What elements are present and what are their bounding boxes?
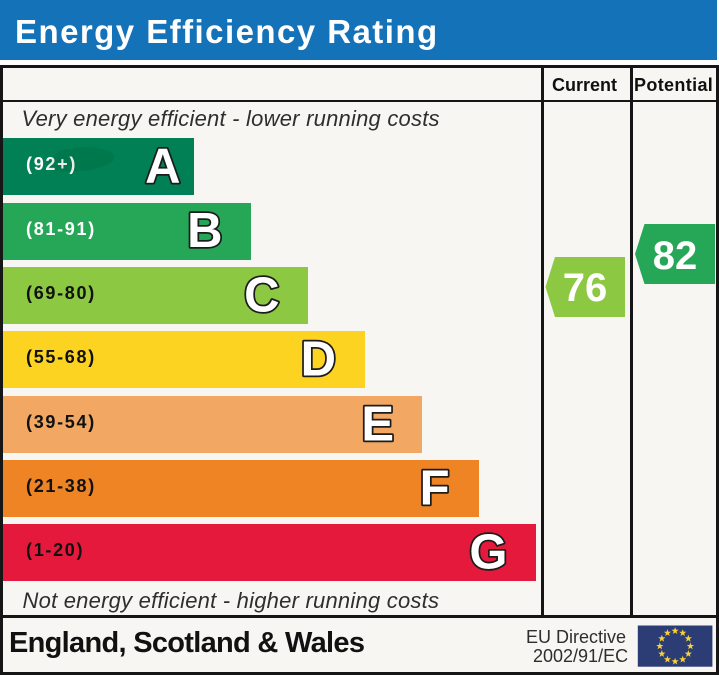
- svg-text:F: F: [420, 462, 450, 516]
- svg-text:76: 76: [563, 266, 608, 310]
- svg-text:C: C: [244, 269, 279, 323]
- svg-text:82: 82: [653, 234, 698, 278]
- svg-text:D: D: [301, 333, 336, 387]
- svg-text:E: E: [361, 398, 394, 452]
- svg-text:G: G: [469, 526, 507, 580]
- svg-text:A: A: [145, 140, 180, 194]
- svg-text:B: B: [187, 204, 222, 258]
